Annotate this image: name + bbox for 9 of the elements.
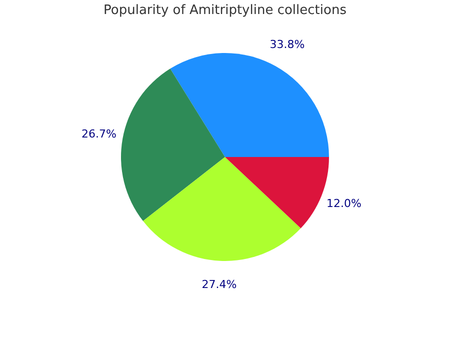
chart-title: Popularity of Amitriptyline collections — [104, 3, 347, 18]
data-label: 27.4% — [202, 278, 237, 291]
pie-slice — [121, 68, 225, 222]
data-label: 12.0% — [326, 197, 362, 210]
pie-slice — [170, 53, 329, 157]
data-label: 26.7% — [82, 128, 116, 141]
pie-slice — [143, 157, 301, 261]
data-label: 33.8% — [270, 38, 305, 52]
pie-slice — [225, 157, 329, 228]
